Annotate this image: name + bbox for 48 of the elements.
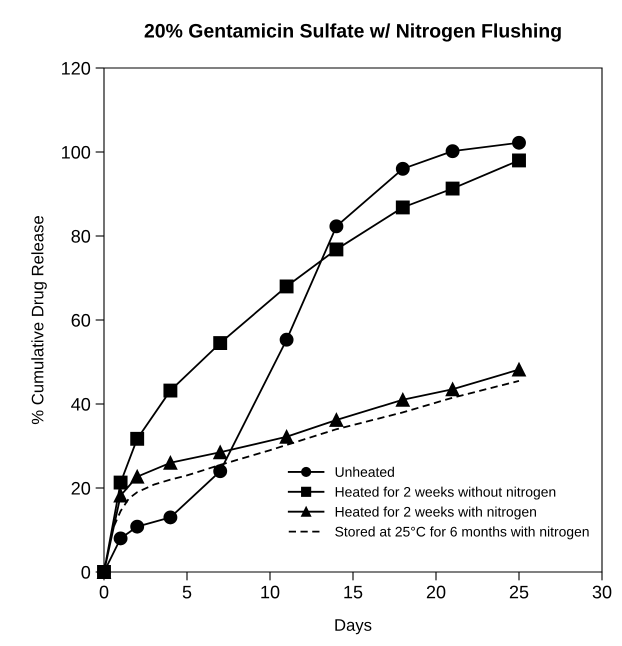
y-tick-label: 20 xyxy=(72,482,90,495)
point xyxy=(512,362,526,377)
point xyxy=(130,470,144,484)
y-tick-label: 100 xyxy=(62,146,90,159)
point xyxy=(114,488,128,503)
y-tick-label: 60 xyxy=(72,314,90,327)
point xyxy=(512,136,526,150)
legend-label: Unheated xyxy=(336,466,394,477)
point xyxy=(114,531,128,546)
y-tick-label: 120 xyxy=(62,62,90,75)
point xyxy=(213,336,228,350)
point xyxy=(396,162,410,176)
point xyxy=(130,432,144,446)
y-tick-label: 0 xyxy=(81,566,90,579)
legend-label: Stored at 25°C for 6 months with nitrogen xyxy=(335,526,589,540)
y-tick-label: 80 xyxy=(72,230,90,243)
point xyxy=(163,456,178,470)
x-tick-label: 20 xyxy=(426,586,446,598)
point xyxy=(396,200,410,214)
point xyxy=(329,242,344,256)
point xyxy=(280,279,294,294)
point xyxy=(213,464,228,478)
x-tick-label: 5 xyxy=(182,586,192,598)
legend-label: Heated for 2 weeks with nitrogen xyxy=(336,506,536,520)
point xyxy=(280,332,294,347)
point xyxy=(280,430,294,444)
point xyxy=(329,413,344,427)
point xyxy=(213,445,228,460)
point xyxy=(130,520,144,534)
x-tick-label: 10 xyxy=(261,586,280,598)
point xyxy=(396,392,410,407)
point xyxy=(446,182,460,196)
x-axis-title: Days xyxy=(335,619,372,634)
point xyxy=(163,510,178,524)
y-tick-label: 40 xyxy=(71,398,90,411)
legend-label: Heated for 2 weeks without nitrogen xyxy=(336,486,556,500)
point xyxy=(446,382,460,396)
point xyxy=(329,219,344,234)
point xyxy=(163,384,178,398)
x-tick-label: 25 xyxy=(510,586,528,598)
chart-title: 20% Gentamicin Sulfate w/ Nitrogen Flushing xyxy=(144,23,561,42)
x-tick-label: 0 xyxy=(100,586,108,598)
x-tick-label: 30 xyxy=(592,586,612,598)
point xyxy=(114,476,128,490)
point xyxy=(512,153,526,168)
point xyxy=(446,144,460,158)
x-tick-label: 15 xyxy=(344,586,362,598)
y-axis-title: % Cumulative Drug Release xyxy=(31,216,47,424)
